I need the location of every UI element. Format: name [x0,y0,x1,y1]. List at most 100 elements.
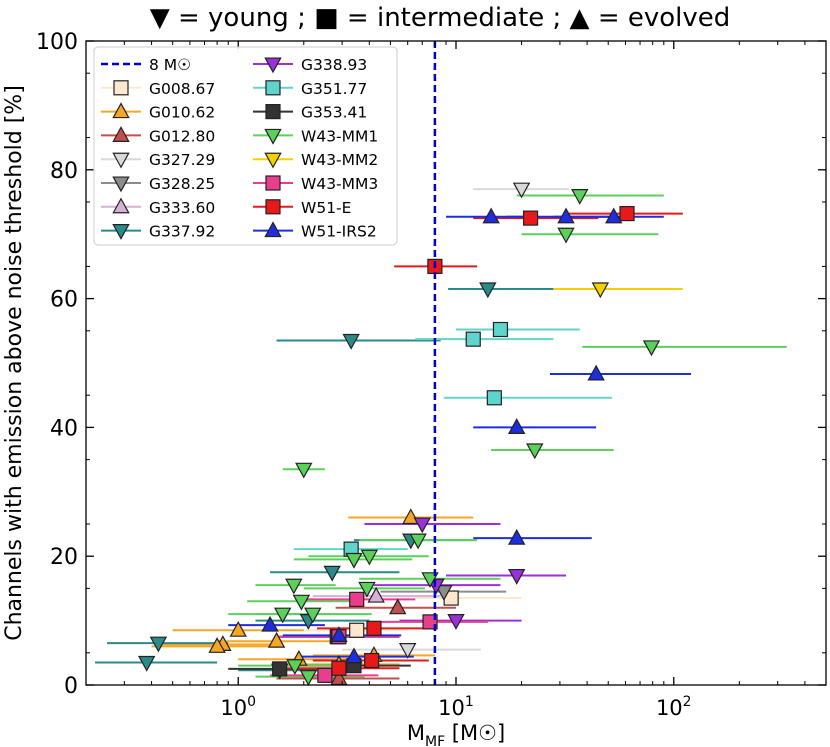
legend-marker-g337-92 [112,224,130,240]
data-point-g010-62 [208,637,226,653]
data-point-w43-mm1 [286,659,304,675]
legend-label: G351.77 [301,80,367,98]
legend-marker-g327-29 [112,152,130,169]
legend-label: G333.60 [149,199,215,217]
data-point-g010-62 [402,508,420,525]
legend-marker-g328-25 [112,176,130,193]
legend-marker-g353-41 [265,103,281,120]
data-point-w43-mm1 [526,443,544,460]
y-tick-label: 40 [50,416,78,441]
data-point-w43-mm1 [292,594,311,611]
data-point-g337-92 [137,655,156,672]
data-point-w43-mm1 [409,533,427,550]
y-axis-label-group: Channels with emission above noise thres… [2,85,27,641]
legend-marker-g338-93 [264,57,282,74]
legend-label: G353.41 [301,104,367,122]
data-point-w51-irs2 [330,626,348,642]
legend-label: G010.62 [149,104,215,122]
data-point-g351-77 [492,321,509,338]
x-tick-label: 101 [438,694,474,720]
data-point-w43-mm1 [295,462,313,479]
axes: 0 20 40 60 80 100 100 101 102 [36,30,827,720]
data-point-w43-mm1 [557,227,575,244]
legend-label: G337.92 [149,223,215,241]
data-point-g338-93 [507,568,526,585]
data-point-g010-62 [229,620,247,637]
data-point-g010-62 [267,631,286,648]
y-tick-label: 0 [64,674,78,699]
legend-marker-g010-62 [112,102,130,119]
legend-label: G338.93 [301,56,367,74]
legend: 8 M☉ G008.67 G010.62 G012.80 G327.29 G328.25 G… [93,46,398,246]
data-point-w51-irs2 [605,207,623,224]
data-point-g337-92 [323,565,341,582]
y-axis-label: Channels with emission above noise thres… [2,85,27,641]
data-point-w51-irs2 [345,647,363,664]
data-point-w43-mm1 [360,549,379,566]
x-tick-label: 100 [220,694,256,720]
data-point-w43-mm1 [285,578,303,595]
y-tick-label: 60 [50,288,78,313]
data-point-g337-92 [149,636,168,653]
data-point-w51-irs2 [261,615,279,632]
data-point-g333-60 [367,586,385,603]
data-point-w43-mm1 [358,581,376,598]
data-point-w51-e [331,660,347,676]
legend-marker-g333-60 [112,197,130,214]
data-point-g012-80 [389,598,407,615]
data-markers [137,182,661,686]
x-axis-label-sub: MF [425,734,445,747]
data-point-g327-29 [398,643,417,659]
legend-label: W43-MM1 [301,127,378,145]
x-axis-label-main: M [407,721,425,745]
legend-marker-w43-mm3 [265,175,281,191]
data-point-w43-mm1 [642,340,661,357]
data-point-w43-mm1 [299,670,318,686]
legend-label: G012.80 [149,127,215,145]
data-point-w51-irs2 [587,364,605,381]
y-tick-label: 80 [50,159,78,184]
y-tick-label: 20 [50,545,78,570]
data-point-w51-e [364,652,380,669]
data-point-w43-mm3 [317,667,333,683]
y-tick-label: 100 [36,30,78,55]
legend-label: W51-IRS2 [301,223,377,241]
legend-marker-g012-80 [112,126,130,142]
data-point-g351-77 [465,331,481,347]
legend-marker-w43-mm1 [264,128,282,145]
data-point-g338-93 [447,614,465,630]
legend-marker-w43-mm2 [264,152,282,169]
x-axis-label: MMF [M☉] [407,721,505,747]
legend-marker-w51-e [265,199,281,215]
data-point-w43-mm2 [591,282,610,299]
data-point-w43-mm1 [571,189,589,205]
legend-label: 8 M☉ [149,56,191,74]
data-point-g327-29 [512,182,531,199]
data-point-w51-irs2 [482,207,500,224]
data-point-w51-irs2 [557,207,575,224]
legend-marker-w51-irs2 [264,221,282,238]
data-point-w43-mm1 [345,552,363,569]
legend-label: G328.25 [149,175,215,193]
legend-label: W43-MM2 [301,151,378,169]
data-point-g337-92 [342,333,360,350]
data-point-g008-67 [349,622,365,638]
legend-box [93,46,398,246]
legend-label: G008.67 [149,80,215,98]
data-point-g338-93 [413,517,431,534]
data-point-w43-mm1 [421,572,439,589]
data-point-g351-77 [486,390,502,406]
legend-label: G327.29 [149,151,215,169]
data-point-w51-e [619,205,635,222]
data-point-w51-irs2 [507,418,526,434]
legend-label: W43-MM3 [301,175,378,193]
data-point-w51-e [366,620,382,636]
data-point-g328-25 [435,585,453,601]
data-point-w43-mm1 [304,607,322,624]
data-point-w51-e [522,210,539,226]
data-point-w51-irs2 [507,528,526,545]
data-point-g353-41 [272,661,288,677]
legend-marker-g008-67 [113,80,129,96]
data-point-g337-92 [479,282,497,299]
